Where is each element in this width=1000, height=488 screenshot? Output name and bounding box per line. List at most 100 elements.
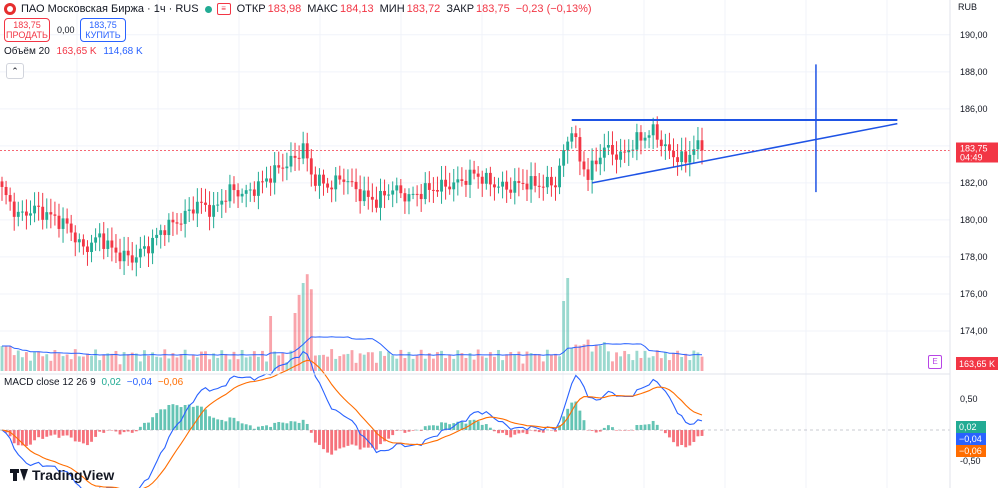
volume-bar (521, 363, 525, 371)
macd-histogram-bar (195, 405, 199, 430)
macd-histogram-bar (16, 430, 20, 446)
price-tick-label: 178,00 (960, 252, 988, 262)
candle-body (423, 183, 427, 200)
candle-body (61, 218, 65, 229)
macd-histogram-bar (554, 430, 557, 432)
spread-value: 0,00 (57, 25, 75, 35)
tradingview-logo[interactable]: TradingView (10, 467, 114, 483)
volume-bar (549, 355, 553, 371)
volume-bar (427, 353, 431, 371)
open-label: ОТКР (236, 3, 266, 15)
candle-body (570, 133, 574, 142)
candle-body (273, 165, 277, 183)
macd-histogram-bar (700, 430, 704, 436)
macd-histogram-bar (395, 430, 399, 431)
candle-body (493, 184, 496, 188)
candle-body (330, 187, 334, 190)
macd-histogram-bar (497, 430, 500, 434)
candle-body (558, 165, 561, 188)
collapse-chevron-up-icon[interactable]: ⌃ (6, 63, 24, 79)
volume-bar (403, 358, 407, 371)
volume-bar (252, 351, 256, 371)
volume-bar (354, 362, 358, 371)
earnings-event-icon[interactable]: E (928, 355, 942, 369)
macd-legend[interactable]: MACD close 12 26 9 0,02 −0,04 −0,06 (4, 377, 183, 388)
volume-bar (24, 352, 28, 371)
buy-button[interactable]: 183,75 КУПИТЬ (80, 18, 126, 42)
macd-histogram-bar (594, 430, 598, 433)
candle-body (199, 201, 203, 203)
flag-icon[interactable]: ≡ (216, 3, 231, 15)
candle-body (586, 169, 590, 180)
candle-body (436, 190, 439, 192)
volume-bar (635, 350, 639, 371)
volume-bar (53, 350, 57, 371)
candle-body (110, 240, 114, 248)
volume-bar (285, 362, 289, 371)
candle-body (195, 201, 199, 214)
volume-bar (615, 352, 618, 371)
volume-bar (639, 357, 643, 371)
macd-histogram-bar (261, 426, 264, 430)
volume-bar (199, 351, 203, 371)
macd-histogram-bar (582, 420, 586, 430)
macd-histogram-bar (147, 422, 150, 430)
macd-histogram-bar (464, 423, 468, 430)
volume-bar (269, 316, 273, 371)
volume-bar (509, 352, 513, 371)
sell-button[interactable]: 183,75 ПРОДАТЬ (4, 18, 50, 42)
volume-legend[interactable]: Объём 20 163,65 K 114,68 K (4, 46, 143, 57)
candlesticks (0, 116, 950, 277)
macd-histogram-bar (86, 430, 89, 446)
volume-bar (155, 356, 159, 371)
candle-body (647, 135, 651, 138)
candle-body (240, 193, 244, 197)
macd-histogram-bar (358, 430, 362, 450)
volume-bar (594, 344, 598, 371)
macd-histogram-bar (228, 417, 232, 430)
volume-bar (472, 359, 476, 371)
candle-body (468, 169, 472, 185)
volume-bar (261, 350, 264, 371)
candle-body (509, 189, 513, 193)
volume-bar (440, 350, 443, 371)
macd-histogram-bar (615, 430, 618, 431)
candle-body (33, 205, 36, 214)
candle-body (395, 185, 399, 191)
symbol-title[interactable]: ПАО Московская Биржа · 1ч · RUS (21, 3, 199, 15)
macd-legend-v2: −0,04 (126, 377, 153, 388)
volume-legend-value2: 114,68 K (103, 46, 143, 57)
candle-body (65, 218, 69, 224)
volume-bar (582, 344, 586, 371)
candle-body (680, 151, 684, 163)
volume-bar (61, 356, 65, 371)
candle-body (179, 223, 183, 225)
candle-body (374, 199, 378, 208)
volume-bar (216, 357, 220, 371)
volume-bar (655, 350, 659, 371)
volume-bar (525, 351, 529, 371)
macd-histogram-bar (651, 420, 655, 430)
candle-body (301, 143, 305, 159)
currency-label[interactable]: RUB (958, 2, 978, 12)
volume-bar (86, 353, 89, 371)
macd-histogram-bar (208, 416, 211, 430)
candle-body (497, 186, 500, 188)
volume-bar (187, 359, 191, 371)
volume-bar (45, 354, 49, 371)
volume-bar (370, 352, 374, 371)
macd-histogram-bar (37, 430, 41, 438)
candle-body (391, 190, 395, 195)
volume-bar (98, 360, 102, 371)
candle-body (151, 237, 155, 254)
candle-body (615, 154, 618, 160)
candle-body (533, 176, 537, 186)
volume-bar (224, 353, 228, 371)
volume-bar (684, 353, 688, 371)
macd-histogram-bar (29, 430, 32, 445)
volume-bar (273, 351, 277, 371)
volume-bar (659, 358, 663, 371)
volume-bar (431, 358, 435, 371)
price-tick-label: 188,00 (960, 67, 988, 77)
